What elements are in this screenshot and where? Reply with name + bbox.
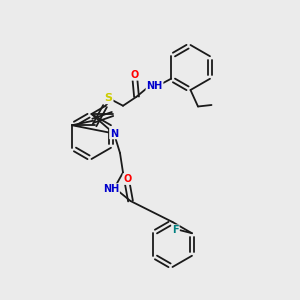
Text: N: N	[110, 128, 118, 139]
Text: NH: NH	[146, 81, 163, 91]
Text: O: O	[131, 70, 139, 80]
Text: NH: NH	[103, 184, 119, 194]
Text: O: O	[123, 174, 132, 184]
Text: S: S	[105, 93, 112, 103]
Text: F: F	[172, 225, 179, 235]
